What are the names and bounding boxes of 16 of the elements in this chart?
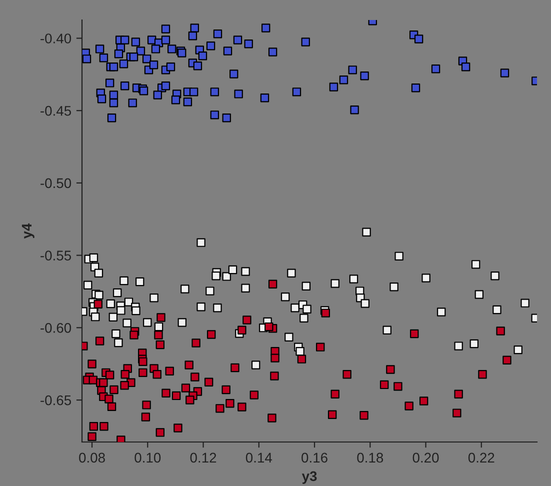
y-tick-label: -0.55 <box>40 250 72 260</box>
y-tick-label: -0.45 <box>40 106 72 116</box>
x-tick-label: 0.20 <box>412 452 439 463</box>
y-axis-title: y4 <box>22 223 34 239</box>
x-tick-label: 0.18 <box>357 452 384 463</box>
x-tick-label: 0.08 <box>79 452 105 463</box>
y-tick-label: -0.50 <box>40 178 72 188</box>
x-tick-label: 0.22 <box>468 452 494 463</box>
x-tick-label: 0.12 <box>190 452 216 463</box>
x-tick-label: 0.16 <box>302 452 328 463</box>
x-axis-title: y3 <box>302 471 317 484</box>
y-tick-label: -0.40 <box>40 34 72 44</box>
x-tick-label: 0.14 <box>246 452 272 463</box>
y-tick-label: -0.60 <box>40 323 72 333</box>
x-tick-label: 0.10 <box>134 452 161 463</box>
y-tick-label: -0.65 <box>40 395 72 406</box>
